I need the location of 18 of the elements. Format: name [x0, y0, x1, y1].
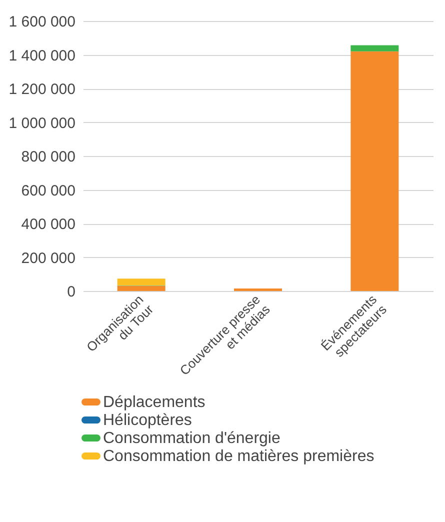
y-tick-label: 1 400 000 [8, 47, 76, 64]
bar [117, 278, 166, 286]
y-tick-label: 400 000 [21, 216, 76, 233]
y-tick-label: 200 000 [21, 250, 76, 267]
y-tick-label: 1 000 000 [8, 114, 76, 132]
bar [117, 286, 166, 291]
bar [350, 45, 399, 52]
y-tick-label: 0 [67, 284, 76, 300]
y-tick-label: 1 200 000 [8, 81, 76, 98]
legend-label: Consommation de matières premières [103, 448, 374, 465]
legend-label: Déplacements [103, 394, 206, 411]
bar [350, 51, 399, 291]
y-tick-label: 1 600 000 [8, 14, 76, 30]
legend-label: Consommation d'énergie [103, 430, 280, 447]
y-tick-label: 600 000 [21, 182, 76, 200]
bar [234, 288, 282, 291]
legend-label: Hélicoptères [103, 412, 192, 429]
y-tick-label: 800 000 [21, 148, 76, 166]
